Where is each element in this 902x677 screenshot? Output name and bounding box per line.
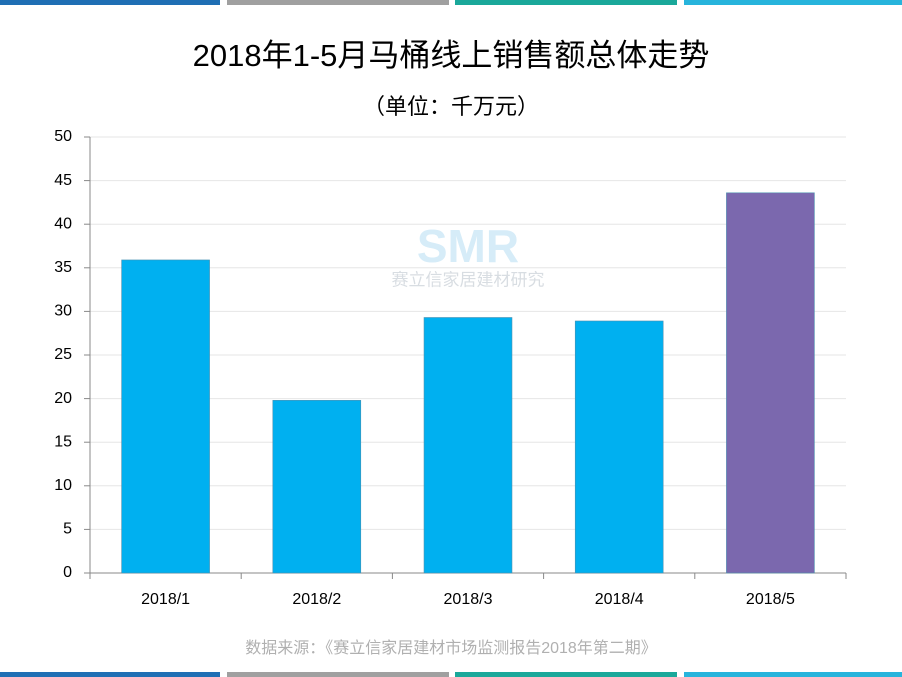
- stripe: [227, 0, 449, 5]
- source-note: 数据来源：《赛立信家居建材市场监测报告2018年第二期》: [245, 638, 657, 657]
- watermark-logo: SMR: [417, 220, 519, 272]
- stripe: [455, 672, 677, 677]
- x-tick-label: 2018/3: [444, 591, 493, 608]
- y-tick-label: 10: [54, 477, 72, 494]
- bar: [574, 320, 664, 574]
- x-tick-label: 2018/2: [292, 591, 341, 608]
- y-tick-label: 40: [54, 215, 72, 232]
- x-tick-label: 2018/1: [141, 591, 190, 608]
- y-tick-label: 35: [54, 259, 72, 276]
- y-tick-label: 50: [54, 128, 72, 145]
- y-tick-label: 20: [54, 390, 72, 407]
- watermark-text: 赛立信家居建材研究: [392, 269, 545, 289]
- bar: [121, 259, 210, 574]
- y-tick-label: 25: [54, 346, 72, 363]
- x-tick-label: 2018/5: [746, 591, 795, 608]
- y-tick-label: 45: [54, 172, 72, 189]
- stripe: [455, 0, 677, 5]
- bar: [423, 317, 513, 574]
- bar: [272, 400, 362, 574]
- stripe: [0, 672, 220, 677]
- stripe: [227, 672, 449, 677]
- y-tick-label: 30: [54, 303, 72, 320]
- stripe: [684, 672, 902, 677]
- stripe: [684, 0, 902, 5]
- y-tick-label: 5: [63, 521, 72, 538]
- y-tick-label: 0: [63, 564, 72, 581]
- chart-title: 2018年1-5月马桶线上销售额总体走势: [193, 38, 710, 73]
- stripe: [0, 0, 220, 5]
- y-tick-label: 15: [54, 433, 72, 450]
- bar: [726, 192, 815, 574]
- x-tick-label: 2018/4: [595, 591, 644, 608]
- chart-subtitle: （单位：千万元）: [363, 94, 539, 119]
